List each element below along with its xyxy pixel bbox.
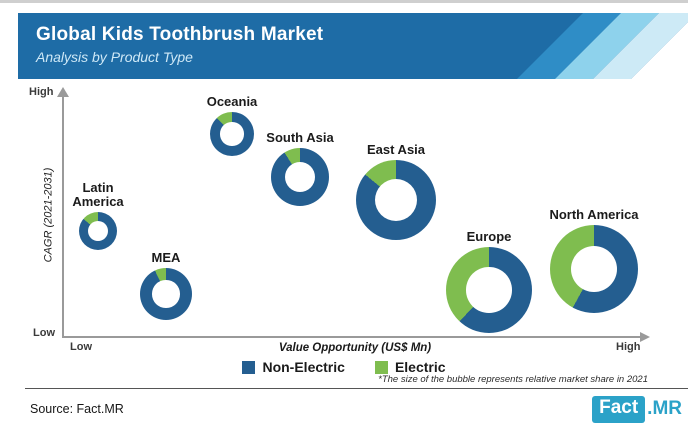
footer-divider (25, 388, 688, 389)
x-axis-high-label: High (616, 341, 641, 353)
x-axis-title: Value Opportunity (US$ Mn) (278, 342, 432, 354)
page-title: Global Kids Toothbrush Market (36, 24, 324, 45)
legend-item-electric: Electric (374, 359, 446, 375)
y-axis-arrow-icon (57, 87, 69, 97)
header-banner: Global Kids Toothbrush Market Analysis b… (18, 13, 688, 79)
bubble-hole (220, 122, 244, 146)
bubble-hole (284, 161, 316, 193)
logo-fact-badge: Fact (592, 396, 646, 423)
legend: Non-Electric Electric (0, 359, 688, 375)
bubble-hole (570, 245, 618, 293)
bubble-label: Latin America (72, 179, 124, 210)
bubble-label: North America (549, 207, 639, 223)
bubble-europe: Europe (446, 230, 532, 333)
bubble-label: East Asia (366, 142, 426, 158)
bubble-hole (466, 267, 512, 313)
bubble-size-note: *The size of the bubble represents relat… (378, 374, 648, 385)
bubble-north-america: North America (549, 208, 639, 313)
bubble-label: Oceania (206, 94, 258, 110)
y-axis-low-label: Low (33, 327, 55, 339)
bubble-label: South Asia (266, 130, 334, 146)
bubble-hole (87, 220, 109, 242)
bubble-south-asia: South Asia (266, 131, 334, 206)
non-electric-swatch-icon (242, 360, 256, 374)
bubble-label: MEA (151, 250, 181, 266)
x-axis-line (63, 336, 641, 338)
bubble-hole (152, 280, 180, 308)
bubble-mea: MEA (140, 251, 192, 320)
electric-swatch-icon (374, 360, 388, 374)
plot-area: Latin America MEA Oceania South Asia East As… (0, 3, 688, 432)
y-axis-line (62, 96, 64, 338)
x-axis-arrow-icon (640, 332, 650, 342)
legend-item-non-electric: Non-Electric (242, 359, 345, 375)
factmr-logo: Fact .MR (592, 396, 682, 423)
logo-mr-text: .MR (647, 398, 682, 420)
legend-label: Electric (394, 359, 446, 375)
bubble-hole (374, 178, 418, 222)
bubble-oceania: Oceania (207, 95, 257, 156)
page-subtitle: Analysis by Product Type (36, 49, 193, 65)
y-axis-high-label: High (29, 86, 54, 98)
source-label: Source: Fact.MR (30, 402, 124, 416)
bubble-label: Europe (466, 229, 512, 245)
bubble-latin-america: Latin America (72, 180, 124, 250)
legend-label: Non-Electric (262, 359, 345, 375)
x-axis-low-label: Low (70, 341, 92, 353)
bubble-east-asia: East Asia (356, 143, 436, 240)
